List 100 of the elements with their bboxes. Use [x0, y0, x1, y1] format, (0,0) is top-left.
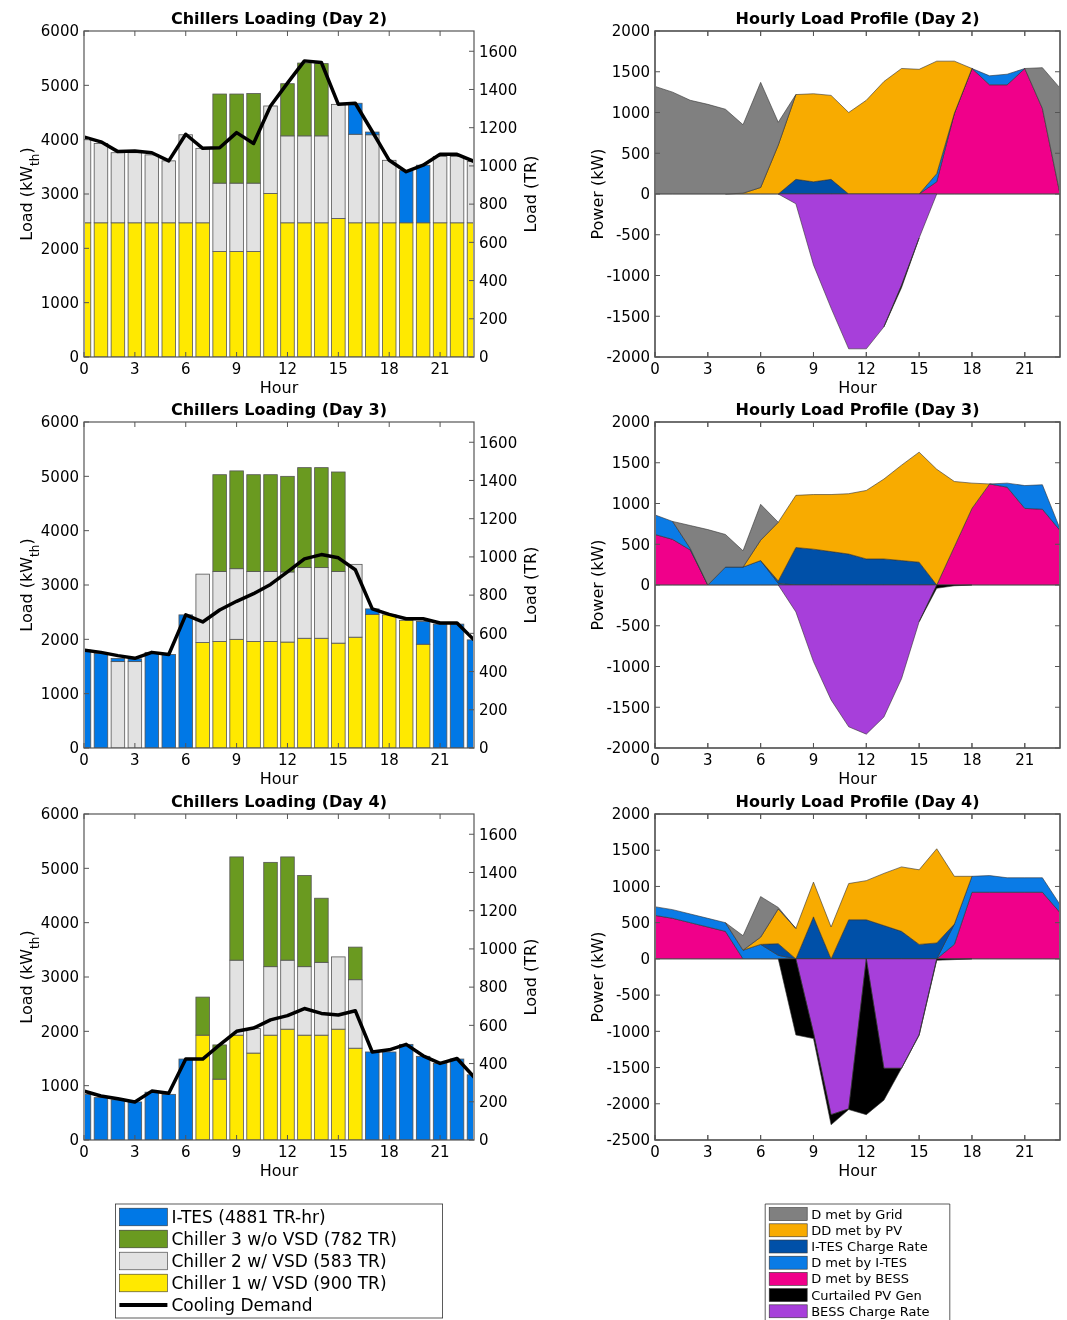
y-axis-title: Power (kW) — [588, 539, 607, 631]
y2-axis-title: Load (TR) — [521, 155, 540, 233]
y-tick-label: 500 — [621, 913, 650, 932]
y-tick-label: -2000 — [606, 348, 650, 367]
y-tick-label: 2000 — [611, 805, 650, 824]
y2-tick-label: 400 — [479, 1054, 508, 1073]
y-tick-label: -1000 — [606, 657, 650, 676]
legend-label: BESS Charge Rate — [811, 1303, 930, 1319]
x-tick-label: 9 — [231, 751, 242, 769]
y-tick-label: 5000 — [40, 76, 79, 95]
y-tick-label: 1000 — [40, 293, 79, 312]
x-tick-label: 12 — [277, 751, 298, 769]
x-axis-title: Hour — [838, 769, 878, 788]
chart-title: Chillers Loading (Day 4) — [170, 792, 388, 811]
y2-tick-label: 1200 — [479, 118, 518, 137]
y2-tick-label: 1400 — [479, 863, 518, 882]
x-tick-label: 6 — [180, 360, 191, 378]
x-tick-label: 9 — [231, 1143, 242, 1161]
line-series — [85, 552, 473, 661]
x-tick-label: 15 — [328, 360, 348, 378]
x-tick-label: 21 — [1015, 360, 1035, 378]
x-tick-label: 12 — [856, 751, 876, 769]
y-tick-label: -500 — [615, 986, 650, 1005]
y-tick-label: 1500 — [611, 454, 650, 472]
x-tick-label: 6 — [755, 1143, 766, 1161]
y-tick-label: 5000 — [40, 859, 79, 878]
x-tick-label: 6 — [755, 360, 766, 378]
chart-title: Chillers Loading (Day 2) — [170, 9, 388, 28]
y-tick-label: 1000 — [40, 684, 79, 703]
legend-label: Chiller 2 w/ VSD (583 TR) — [171, 1250, 387, 1271]
x-tick-label: 15 — [328, 1143, 348, 1161]
x-tick-label: 3 — [703, 1143, 713, 1161]
y-tick-label: 2000 — [40, 630, 79, 649]
x-tick-label: 12 — [277, 360, 298, 378]
y-tick-label: 1000 — [611, 494, 650, 513]
y-tick-label: 0 — [640, 185, 650, 204]
y2-tick-label: 600 — [479, 1016, 508, 1035]
y-tick-label: 2000 — [40, 239, 79, 258]
legend-label: DD met by PV — [811, 1222, 903, 1238]
x-axis-title: Hour — [259, 769, 299, 788]
x-axis-title: Hour — [838, 378, 878, 397]
y-tick-label: 2000 — [611, 413, 650, 432]
y2-tick-label: 1600 — [479, 433, 518, 452]
y-tick-label: 2000 — [611, 22, 650, 41]
chart-title: Hourly Load Profile (Day 3) — [735, 400, 980, 419]
x-tick-label: 12 — [277, 1143, 298, 1161]
legend-label: Chiller 1 w/ VSD (900 TR) — [171, 1272, 387, 1293]
x-tick-label: 9 — [808, 360, 819, 378]
legend-label: Curtailed PV Gen — [811, 1287, 922, 1303]
y-tick-label: -500 — [615, 226, 650, 244]
x-tick-label: 3 — [703, 751, 713, 769]
chart-title: Hourly Load Profile (Day 4) — [735, 792, 980, 811]
y2-tick-label: 800 — [479, 195, 508, 214]
y-tick-label: 1000 — [611, 877, 650, 896]
y-tick-label: -500 — [615, 617, 650, 635]
x-tick-label: 18 — [379, 1143, 399, 1161]
x-tick-label: 21 — [430, 751, 450, 769]
y-tick-label: 500 — [621, 144, 650, 163]
y-tick-label: 4000 — [40, 913, 79, 932]
y-tick-label: 2000 — [40, 1022, 79, 1041]
y-axis-title: Power (kW) — [588, 931, 607, 1023]
y2-tick-label: 200 — [479, 701, 508, 720]
x-tick-label: 18 — [962, 1143, 982, 1161]
x-tick-label: 6 — [755, 751, 766, 769]
y-tick-label: 0 — [640, 576, 650, 595]
y2-tick-label: 1400 — [479, 80, 518, 99]
y2-tick-label: 1400 — [479, 471, 518, 490]
y2-tick-label: 600 — [479, 624, 508, 643]
x-tick-label: 3 — [130, 1143, 140, 1161]
y-tick-label: -2000 — [606, 1095, 650, 1114]
x-tick-label: 12 — [856, 1143, 876, 1161]
y-tick-label: -1500 — [606, 698, 650, 717]
x-tick-label: 6 — [180, 1143, 191, 1161]
y-tick-label: 1500 — [611, 841, 650, 860]
legend-label: I-TES Charge Rate — [811, 1239, 928, 1255]
y2-tick-label: 400 — [479, 271, 508, 290]
y-tick-label: 4000 — [40, 521, 79, 540]
y-tick-label: 1000 — [40, 1076, 79, 1095]
y2-tick-label: 1600 — [479, 42, 518, 61]
y-tick-label: -2000 — [606, 739, 650, 758]
x-tick-label: 9 — [808, 751, 819, 769]
y2-tick-label: 200 — [479, 1093, 508, 1112]
x-tick-label: 18 — [379, 751, 399, 769]
x-tick-label: 15 — [909, 360, 929, 378]
x-tick-label: 3 — [703, 360, 713, 378]
y-tick-label: -1000 — [606, 266, 650, 285]
x-tick-label: 18 — [962, 751, 982, 769]
x-tick-label: 21 — [1015, 1143, 1035, 1161]
y2-tick-label: 1000 — [479, 157, 518, 176]
chart-title: Chillers Loading (Day 3) — [170, 400, 388, 419]
x-axis-title: Hour — [259, 378, 299, 397]
y-tick-label: 4000 — [40, 130, 79, 149]
legend-label: I-TES (4881 TR-hr) — [171, 1206, 326, 1227]
x-tick-label: 15 — [909, 1143, 929, 1161]
x-tick-label: 18 — [379, 360, 399, 378]
y-tick-label: 6000 — [40, 22, 79, 41]
y-tick-label: 5000 — [40, 467, 79, 486]
legend-label: D met by I-TES — [811, 1255, 908, 1271]
legend-label: D met by Grid — [811, 1206, 903, 1222]
y2-axis-title: Load (TR) — [521, 938, 540, 1016]
